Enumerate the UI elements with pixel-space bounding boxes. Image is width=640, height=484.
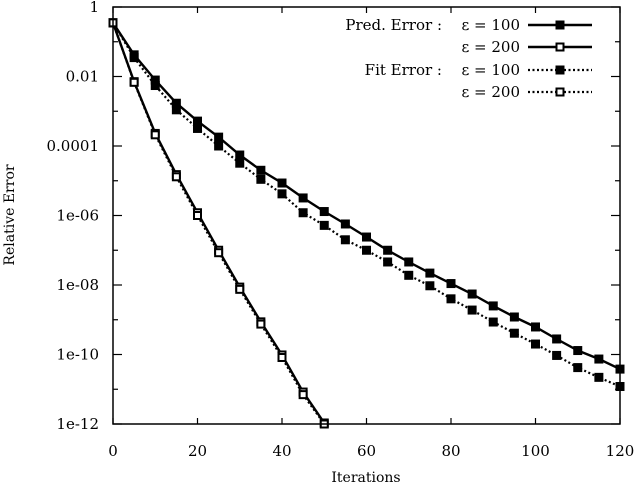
legend-entry-label: ε = 100: [461, 16, 520, 34]
data-point: [171, 105, 181, 115]
x-tick-label: 100: [521, 442, 550, 460]
data-point: [573, 363, 583, 373]
data-point: [383, 257, 393, 267]
x-tick-label: 40: [272, 442, 291, 460]
y-tick-label: 0.01: [66, 68, 99, 86]
data-point: [552, 350, 562, 360]
data-point: [555, 20, 565, 30]
data-point: [256, 319, 266, 329]
y-tick-labels: 1 0.01 0.0001 1e-06 1e-08 1e-10 1e-12: [47, 0, 100, 433]
data-point: [425, 268, 435, 278]
data-point: [467, 289, 477, 299]
data-point: [555, 87, 565, 97]
data-point: [319, 207, 329, 217]
data-point: [340, 235, 350, 245]
data-point: [594, 354, 604, 364]
data-point: [319, 220, 329, 230]
data-point: [446, 279, 456, 289]
data-point: [256, 165, 266, 175]
data-point: [467, 305, 477, 315]
data-point: [531, 339, 540, 349]
series-layer: [108, 18, 625, 429]
x-tick-label: 0: [108, 442, 118, 460]
data-point: [277, 352, 287, 362]
x-tick-label: 80: [441, 442, 460, 460]
x-axis-title: Iterations: [331, 470, 400, 484]
data-point: [150, 130, 160, 140]
data-point: [235, 284, 245, 294]
data-point: [298, 193, 308, 203]
series-3: [108, 18, 329, 429]
y-tick-label: 1: [89, 0, 99, 16]
data-point: [594, 372, 604, 382]
series-line: [111, 22, 326, 425]
legend-group-label: Pred. Error :: [345, 16, 442, 34]
data-point: [129, 77, 139, 87]
y-axis-title: Relative Error: [2, 164, 18, 265]
data-point: [446, 294, 456, 304]
series-line: [111, 22, 326, 424]
data-point: [552, 334, 562, 344]
data-point: [193, 116, 202, 126]
data-point: [404, 257, 414, 267]
data-point: [573, 346, 583, 356]
y-tick-label: 1e-06: [56, 207, 99, 225]
plot-frame: [112, 6, 621, 425]
y-tick-label: 1e-08: [56, 276, 99, 294]
data-point: [171, 172, 181, 182]
data-point: [298, 390, 308, 400]
data-point: [193, 211, 202, 220]
data-point: [235, 158, 245, 168]
data-point: [150, 81, 160, 91]
data-point: [256, 174, 266, 184]
data-point: [488, 317, 498, 327]
data-point: [383, 245, 393, 255]
data-point: [214, 132, 224, 142]
data-point: [150, 75, 160, 85]
data-point: [404, 270, 414, 280]
data-point: [171, 98, 181, 108]
data-point: [235, 150, 245, 160]
legend-entry-label: ε = 200: [461, 83, 520, 101]
data-point: [214, 248, 224, 258]
data-point: [362, 245, 371, 255]
data-point: [277, 178, 287, 188]
data-point: [277, 189, 287, 199]
legend: Pred. Error : ε = 100 ε = 200 Fit Error : ε …: [345, 16, 592, 101]
data-point: [340, 219, 350, 229]
x-tick-labels: 0 20 40 60 80 100 120: [108, 442, 634, 460]
data-point: [362, 232, 371, 242]
data-point: [555, 65, 565, 75]
x-tick-label: 20: [188, 442, 207, 460]
x-tick-label: 60: [357, 442, 376, 460]
series-1: [108, 18, 329, 428]
data-point: [129, 53, 139, 63]
legend-entry-label: ε = 100: [461, 61, 520, 79]
data-point: [509, 328, 519, 338]
data-point: [509, 312, 519, 322]
data-point: [555, 42, 565, 52]
data-point: [214, 141, 224, 151]
data-point: [298, 208, 308, 218]
data-point: [193, 123, 202, 133]
legend-group-label: Fit Error :: [365, 61, 442, 79]
legend-entry-label: ε = 200: [461, 38, 520, 56]
y-tick-label: 0.0001: [47, 137, 100, 155]
data-point: [488, 301, 498, 311]
y-tick-label: 1e-10: [56, 346, 99, 364]
x-tick-label: 120: [606, 442, 635, 460]
data-point: [531, 322, 540, 332]
data-point: [425, 281, 435, 291]
y-tick-label: 1e-12: [56, 415, 99, 433]
